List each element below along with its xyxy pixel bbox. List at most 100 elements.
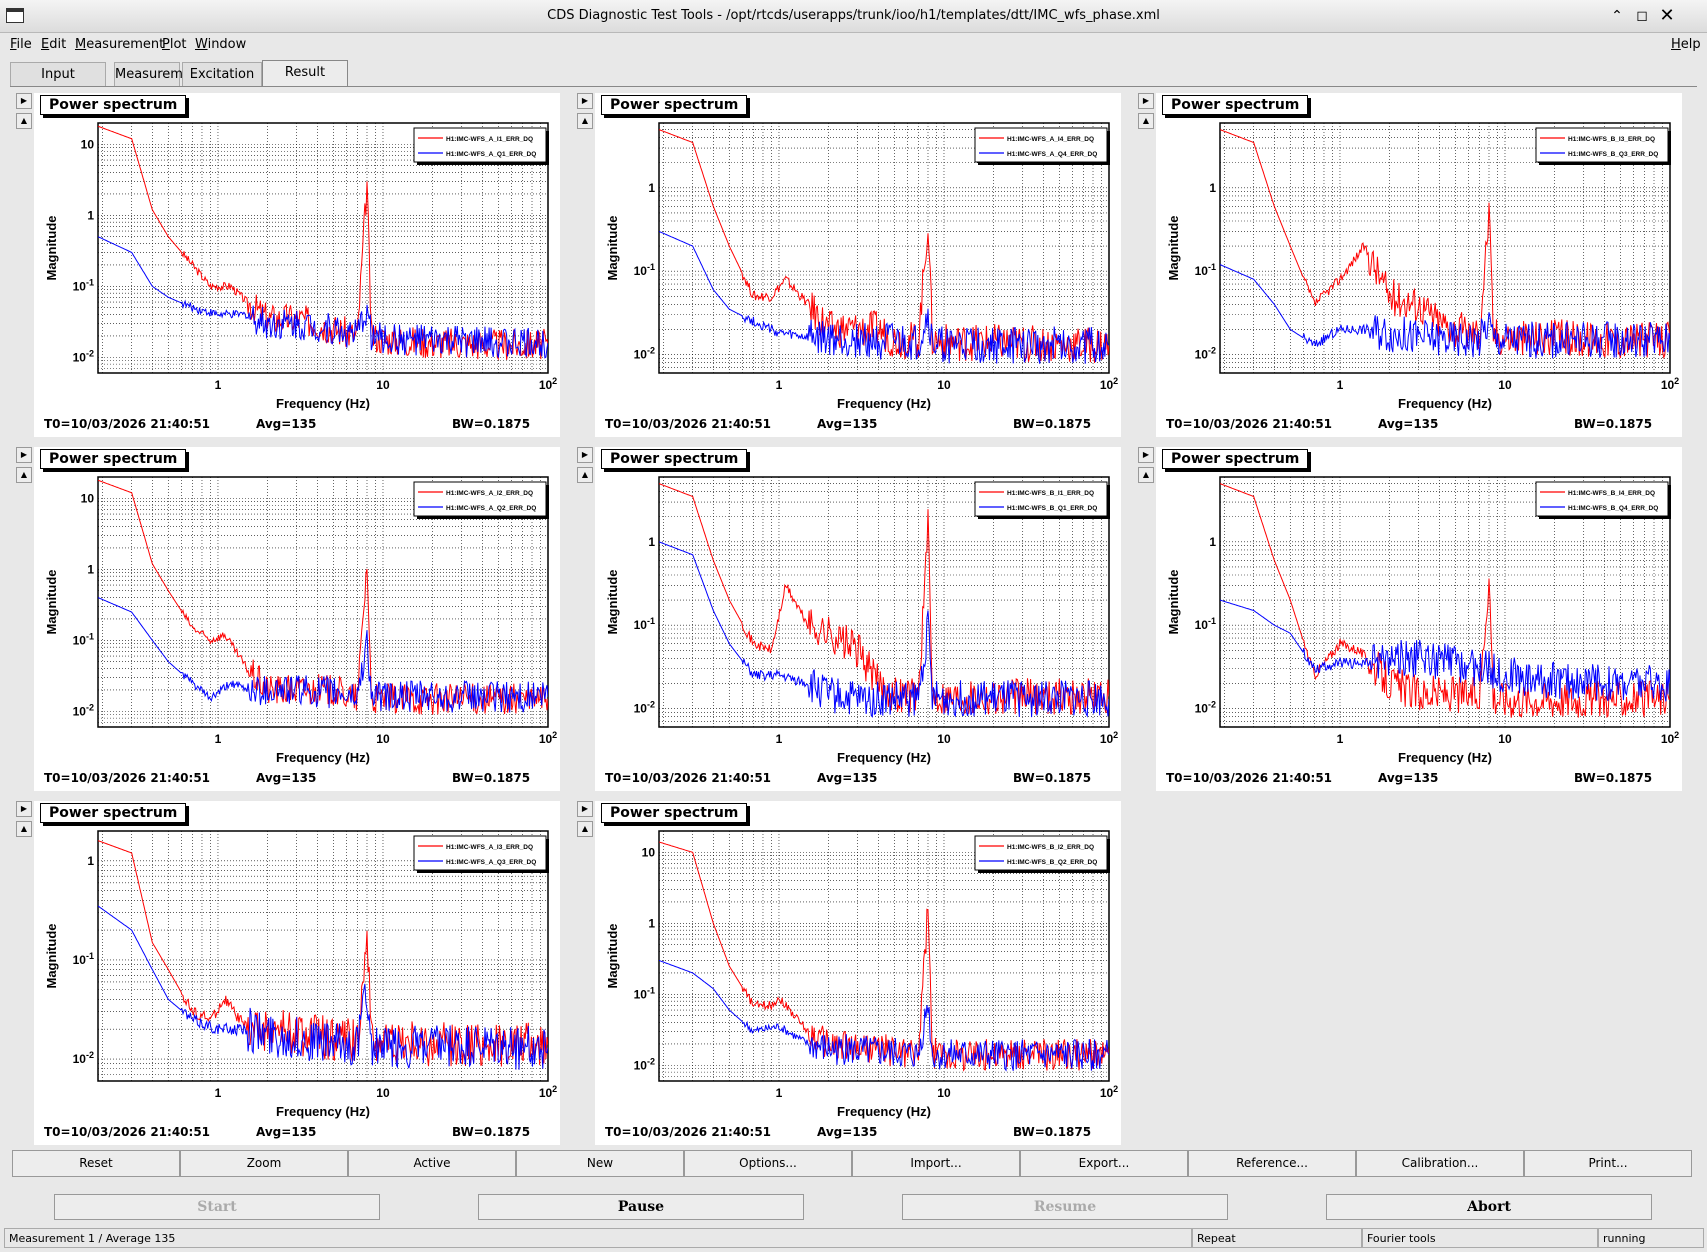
panel-side-buttons: ▶ ▲ [16,801,32,841]
expand-right-icon[interactable]: ▶ [16,801,32,817]
y-tick-label: 10-2 [634,700,655,716]
x-tick-label: 1 [776,378,783,392]
plot-start-time: T0=10/03/2026 21:40:51 [1166,771,1333,785]
close-icon[interactable]: ✕ [1659,5,1675,26]
zoom-button[interactable]: Zoom [180,1150,348,1177]
calibration-button[interactable]: Calibration... [1356,1150,1524,1177]
collapse-up-icon[interactable]: ▲ [1138,113,1154,129]
tab-result[interactable]: Result [262,60,348,87]
collapse-up-icon[interactable]: ▲ [16,467,32,483]
tab-excitation[interactable]: Excitation [182,62,262,87]
legend-entry: H1:IMC-WFS_A_I3_ERR_DQ [446,844,533,851]
new-button[interactable]: New [516,1150,684,1177]
start-button[interactable]: Start [54,1194,380,1220]
print-button[interactable]: Print... [1524,1150,1692,1177]
y-tick-label: 10-1 [634,262,655,278]
y-tick-label: 10 [81,137,95,151]
x-tick-label: 102 [539,1084,557,1100]
menu-window[interactable]: Window [195,37,247,52]
result-area: ▶ ▲ 1 10 102 10-2 10-1 1 10 Frequency (Hz) Magnitu… [10,86,1697,1149]
abort-button[interactable]: Abort [1326,1194,1652,1220]
plot-canvas[interactable]: 1 10 102 10-2 10-1 1 Frequency (Hz) Magnitude H1… [595,93,1121,437]
plot-canvas[interactable]: 1 10 102 10-2 10-1 1 Frequency (Hz) Magnitude H1… [34,801,560,1145]
x-tick-label: 10 [937,378,951,392]
power-spectrum-chart: 1 10 102 10-2 10-1 1 Frequency (Hz) Magnitude H1… [44,830,557,1119]
expand-right-icon[interactable]: ▶ [16,447,32,463]
plot-canvas[interactable]: 1 10 102 10-2 10-1 1 Frequency (Hz) Magnitude H1… [595,447,1121,791]
plot-average-count: Avg=135 [817,417,878,431]
reset-button[interactable]: Reset [12,1150,180,1177]
menu-measurement[interactable]: Measurement [75,37,165,52]
y-tick-label: 1 [87,854,94,868]
legend-entry: H1:IMC-WFS_A_I1_ERR_DQ [446,136,533,143]
plot-bandwidth: BW=0.1875 [452,771,531,785]
minimize-icon[interactable]: ⌃ [1611,8,1623,24]
reference-button[interactable]: Reference... [1188,1150,1356,1177]
plot-title: Power spectrum [601,803,748,823]
menu-plot[interactable]: Plot [162,37,187,52]
y-tick-label: 10-2 [634,346,655,362]
series-line [659,230,1109,364]
expand-right-icon[interactable]: ▶ [1138,93,1154,109]
menu-edit[interactable]: Edit [41,37,67,52]
legend-entry: H1:IMC-WFS_B_I1_ERR_DQ [1007,490,1094,497]
expand-right-icon[interactable]: ▶ [577,447,593,463]
expand-right-icon[interactable]: ▶ [577,801,593,817]
menu-help[interactable]: Help [1671,37,1701,52]
options-button[interactable]: Options... [684,1150,852,1177]
legend-entry: H1:IMC-WFS_B_Q1_ERR_DQ [1007,505,1097,512]
plot-title: Power spectrum [1162,95,1309,115]
export-button[interactable]: Export... [1020,1150,1188,1177]
plot-title: Power spectrum [1162,449,1309,469]
expand-right-icon[interactable]: ▶ [16,93,32,109]
tab-measurement[interactable]: Measurement [114,62,204,87]
menu-bar: File Edit Measurement Plot Window Help [0,33,1707,57]
active-button[interactable]: Active [348,1150,516,1177]
plot-canvas[interactable]: 1 10 102 10-2 10-1 1 10 Frequency (Hz) Magnitude… [34,447,560,791]
collapse-up-icon[interactable]: ▲ [16,821,32,837]
menu-file[interactable]: File [10,37,32,52]
legend: H1:IMC-WFS_A_I3_ERR_DQ H1:IMC-WFS_A_Q3_ER… [413,835,549,873]
series-line [659,841,1109,1072]
power-spectrum-chart: 1 10 102 10-2 10-1 1 10 Frequency (Hz) Magnitude… [44,122,557,411]
tab-input[interactable]: Input [10,62,106,87]
plot-start-time: T0=10/03/2026 21:40:51 [44,417,211,431]
pause-button[interactable]: Pause [478,1194,804,1220]
y-axis-label: Magnitude [44,570,59,635]
plot-panel: ▶ ▲ 1 10 102 10-2 10-1 1 Frequency (Hz) Magnitude… [10,795,560,1145]
x-tick-label: 102 [1661,730,1679,746]
series-line [98,905,548,1070]
maximize-icon[interactable]: ◻ [1636,8,1648,24]
x-tick-label: 102 [1100,1084,1118,1100]
y-axis-label: Magnitude [605,216,620,281]
collapse-up-icon[interactable]: ▲ [577,821,593,837]
x-axis-label: Frequency (Hz) [837,396,931,411]
y-tick-label: 10 [642,845,656,859]
collapse-up-icon[interactable]: ▲ [577,113,593,129]
import-button[interactable]: Import... [852,1150,1020,1177]
legend-entry: H1:IMC-WFS_B_Q3_ERR_DQ [1568,151,1658,158]
plot-canvas[interactable]: 1 10 102 10-2 10-1 1 10 Frequency (Hz) Magnitude… [34,93,560,437]
x-tick-label: 10 [376,378,390,392]
legend: H1:IMC-WFS_B_I2_ERR_DQ H1:IMC-WFS_B_Q2_ER… [974,835,1110,873]
collapse-up-icon[interactable]: ▲ [1138,467,1154,483]
expand-right-icon[interactable]: ▶ [577,93,593,109]
y-axis-label: Magnitude [1166,570,1181,635]
x-tick-label: 10 [376,732,390,746]
plot-canvas[interactable]: 1 10 102 10-2 10-1 1 Frequency (Hz) Magnitude H1… [1156,93,1682,437]
resume-button[interactable]: Resume [902,1194,1228,1220]
y-axis-label: Magnitude [605,924,620,989]
expand-right-icon[interactable]: ▶ [1138,447,1154,463]
plot-bandwidth: BW=0.1875 [1574,417,1653,431]
plot-title: Power spectrum [601,95,748,115]
plot-panel: ▶ ▲ 1 10 102 10-2 10-1 1 Frequency (Hz) Magnitude… [1132,87,1682,437]
series-line [98,840,548,1067]
plot-canvas[interactable]: 1 10 102 10-2 10-1 1 Frequency (Hz) Magnitude H1… [1156,447,1682,791]
plot-title: Power spectrum [601,449,748,469]
plot-panel: ▶ ▲ 1 10 102 10-2 10-1 1 10 Frequency (Hz) Magnitu… [571,795,1121,1145]
plot-start-time: T0=10/03/2026 21:40:51 [44,771,211,785]
collapse-up-icon[interactable]: ▲ [16,113,32,129]
plot-canvas[interactable]: 1 10 102 10-2 10-1 1 10 Frequency (Hz) Magnitude… [595,801,1121,1145]
x-axis-label: Frequency (Hz) [1398,396,1492,411]
collapse-up-icon[interactable]: ▲ [577,467,593,483]
